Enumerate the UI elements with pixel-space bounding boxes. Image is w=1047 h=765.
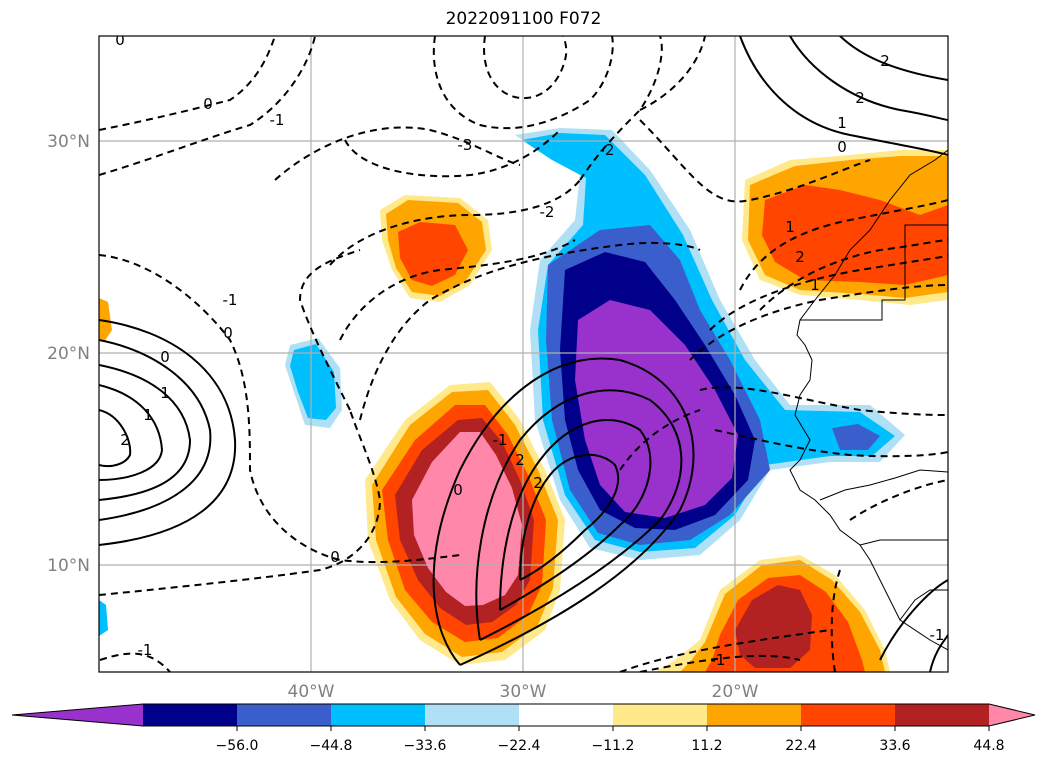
colorbar-swatch: [707, 704, 802, 726]
contours-negative: [99, 36, 948, 672]
filled-anomaly-layer: [99, 128, 948, 672]
graticule: [99, 36, 948, 672]
longitude-labels: 40°W 30°W 20°W: [288, 682, 759, 702]
colorbar-swatch: [143, 704, 238, 726]
contour-label: -3: [458, 136, 473, 154]
colorbar-label: −44.8: [310, 738, 353, 754]
contour-label: -1: [930, 626, 945, 644]
shade-pos-se-4: [735, 585, 812, 668]
lat-tick-label: 30°N: [47, 132, 90, 152]
colorbar-label: −56.0: [216, 738, 259, 754]
colorbar-label: −22.4: [498, 738, 541, 754]
contour-label: 0: [223, 324, 233, 342]
colorbar-swatch: [331, 704, 426, 726]
latitude-labels: 30°N 20°N 10°N: [47, 132, 90, 576]
shade-neg-small: [832, 424, 880, 450]
colorbar-swatch: [895, 704, 990, 726]
contour-label: -1: [493, 431, 508, 449]
lat-tick-label: 10°N: [47, 556, 90, 576]
colorbar-label: −33.6: [404, 738, 447, 754]
contour-label: 2: [880, 52, 890, 70]
contour-label: 1: [810, 276, 820, 294]
colorbar-extend-high: [989, 704, 1035, 726]
contour-label: 2: [533, 474, 543, 492]
contour-label: 2: [515, 451, 525, 469]
shade-pos-north-3: [398, 222, 468, 286]
contour-label: 0: [330, 548, 340, 566]
shade-neg-edge: [99, 600, 108, 636]
chart-title: 2022091100 F072: [445, 9, 602, 29]
shade-neg-56: [575, 300, 738, 518]
colorbar: −56.0 −44.8 −33.6 −22.4 −11.2 11.2 22.4 33.6 44.…: [11, 703, 1036, 754]
lon-tick-label: 30°W: [500, 682, 547, 702]
contour-label: -1: [223, 291, 238, 309]
colorbar-swatch: [425, 704, 520, 726]
colorbar-swatch: [801, 704, 896, 726]
colorbar-label: 22.4: [785, 738, 816, 754]
shade-pos-center-5: [412, 432, 522, 606]
contour-label: -2: [600, 141, 615, 159]
colorbar-swatch: [519, 704, 614, 726]
lat-tick-label: 20°N: [47, 344, 90, 364]
contour-label: 0: [115, 31, 125, 49]
contour-label-group: 0 -1 0 -1 -3 -2 -2 1 0 0 1 2 2 -1 0 2 1 …: [115, 31, 945, 669]
contour-label: 0: [160, 348, 170, 366]
colorbar-outline: [11, 703, 1036, 727]
shade-pos-ne-3: [762, 185, 948, 285]
colorbar-swatch: [237, 704, 332, 726]
colorbar-label: 44.8: [973, 738, 1004, 754]
colorbar-label: 11.2: [691, 738, 722, 754]
contour-label: -2: [540, 203, 555, 221]
contour-label: -1: [138, 641, 153, 659]
colorbar-swatch: [613, 704, 708, 726]
contour-label: 1: [785, 218, 795, 236]
contour-label: 2: [855, 89, 865, 107]
contour-label: -1: [711, 651, 726, 669]
contour-label: 2: [120, 431, 130, 449]
plot-frame: [98, 35, 949, 673]
contour-label: 1: [837, 114, 847, 132]
contour-label: 2: [795, 248, 805, 266]
contours-positive: [99, 36, 948, 672]
contour-label: -1: [270, 111, 285, 129]
contour-label: 0: [203, 95, 213, 113]
contour-label: 1: [160, 384, 170, 402]
lon-tick-label: 40°W: [288, 682, 335, 702]
coastlines: [789, 149, 948, 651]
contour-label: 0: [837, 138, 847, 156]
contour-label: 1: [143, 406, 153, 424]
colorbar-label: −11.2: [592, 738, 635, 754]
contour-label: 0: [453, 481, 463, 499]
shade-neg-west2: [290, 344, 336, 420]
lon-tick-label: 20°W: [712, 682, 759, 702]
colorbar-extend-low: [12, 704, 143, 726]
colorbar-label: 33.6: [879, 738, 910, 754]
